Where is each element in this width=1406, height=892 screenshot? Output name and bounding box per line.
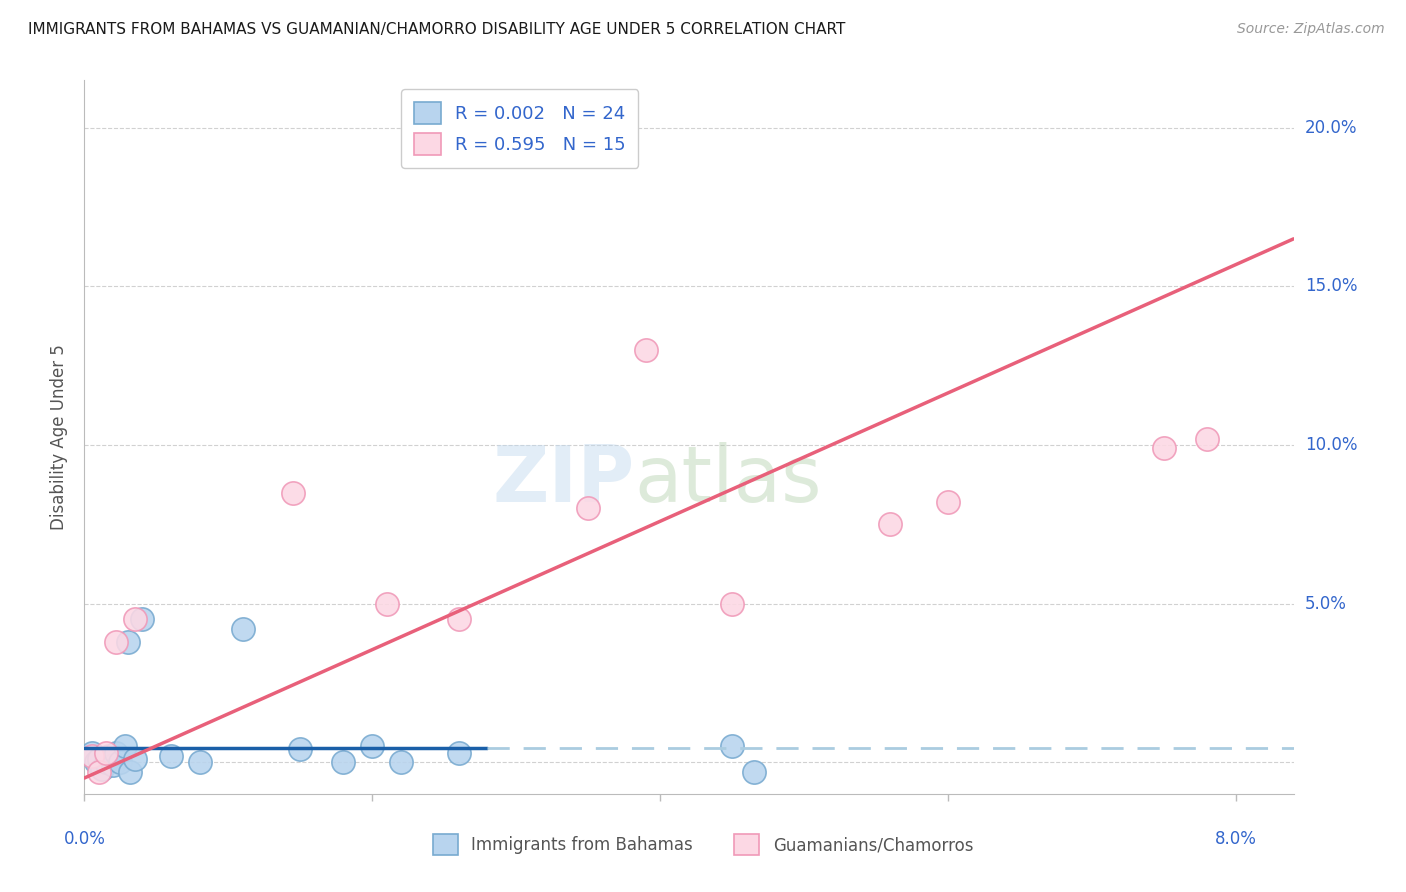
- Text: 15.0%: 15.0%: [1305, 277, 1357, 295]
- Text: Source: ZipAtlas.com: Source: ZipAtlas.com: [1237, 22, 1385, 37]
- Point: [742, 764, 765, 779]
- Text: 8.0%: 8.0%: [1215, 830, 1257, 847]
- Y-axis label: Disability Age Under 5: Disability Age Under 5: [51, 344, 69, 530]
- Point: [124, 752, 146, 766]
- Text: IMMIGRANTS FROM BAHAMAS VS GUAMANIAN/CHAMORRO DISABILITY AGE UNDER 5 CORRELATION: IMMIGRANTS FROM BAHAMAS VS GUAMANIAN/CHA…: [28, 22, 845, 37]
- Point: [105, 746, 128, 760]
- Point: [281, 485, 304, 500]
- Point: [576, 501, 599, 516]
- Point: [97, 748, 120, 763]
- Point: [290, 742, 312, 756]
- Text: atlas: atlas: [634, 442, 823, 518]
- Text: 0.0%: 0.0%: [63, 830, 105, 847]
- Legend: R = 0.002   N = 24, R = 0.595   N = 15: R = 0.002 N = 24, R = 0.595 N = 15: [401, 89, 638, 168]
- Point: [232, 622, 254, 636]
- Point: [94, 746, 117, 760]
- Point: [120, 764, 142, 779]
- Point: [447, 746, 470, 760]
- Point: [1197, 432, 1219, 446]
- Point: [721, 739, 744, 754]
- Point: [332, 755, 354, 769]
- Point: [101, 758, 124, 772]
- Point: [117, 634, 139, 648]
- Point: [361, 739, 384, 754]
- Text: 20.0%: 20.0%: [1305, 119, 1357, 136]
- Point: [84, 755, 107, 769]
- Point: [447, 612, 470, 626]
- Point: [1153, 441, 1175, 455]
- Text: 10.0%: 10.0%: [1305, 436, 1357, 454]
- Point: [159, 748, 181, 763]
- Point: [105, 634, 128, 648]
- Point: [110, 755, 132, 769]
- Point: [131, 612, 153, 626]
- Point: [879, 517, 901, 532]
- Point: [188, 755, 211, 769]
- Point: [936, 495, 959, 509]
- Text: 5.0%: 5.0%: [1305, 595, 1347, 613]
- Point: [80, 746, 103, 760]
- Point: [634, 343, 657, 357]
- Point: [90, 762, 112, 776]
- Point: [80, 748, 103, 763]
- Legend: Immigrants from Bahamas, Guamanians/Chamorros: Immigrants from Bahamas, Guamanians/Cham…: [426, 828, 980, 862]
- Point: [87, 764, 110, 779]
- Point: [389, 755, 412, 769]
- Point: [94, 755, 117, 769]
- Point: [114, 739, 136, 754]
- Point: [124, 612, 146, 626]
- Point: [87, 752, 110, 766]
- Point: [721, 597, 744, 611]
- Text: ZIP: ZIP: [492, 442, 634, 518]
- Point: [375, 597, 398, 611]
